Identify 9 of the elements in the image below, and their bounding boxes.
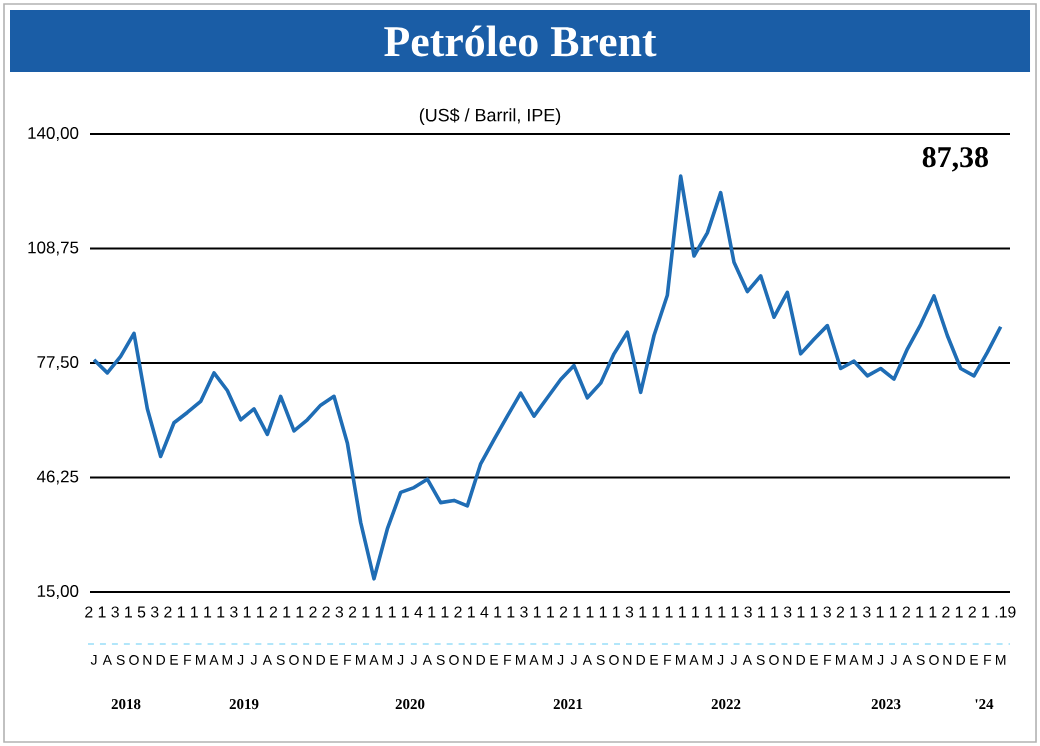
y-tick-label: 140,00 (28, 127, 79, 141)
annotation: 87,38 (922, 147, 988, 172)
line-series (92, 174, 1003, 581)
chart-subtitle: (US$ / Barril, IPE) (419, 107, 561, 125)
y-tick-label: 46,25 (36, 470, 79, 485)
chart-title: Petróleo Brent (384, 25, 657, 57)
y-tick-label: 77,50 (37, 356, 79, 370)
y-tick-label: 108,75 (28, 241, 79, 256)
y-tick-label: 15,00 (37, 585, 79, 599)
